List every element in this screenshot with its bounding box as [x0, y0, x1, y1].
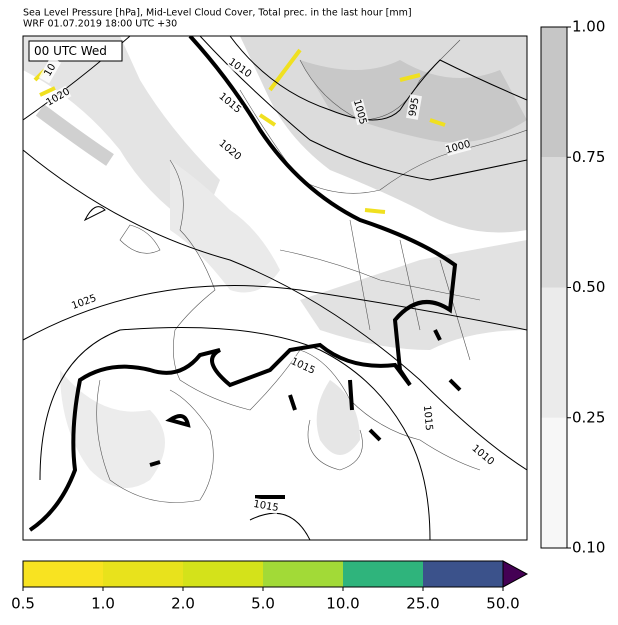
colorbar-segment [263, 561, 343, 587]
contour-label-bg [253, 498, 279, 514]
colorbar-tick-label: 5.0 [251, 595, 275, 613]
contour-label-bg [38, 56, 62, 84]
contour-label: 995 [407, 97, 421, 118]
contour-label: 1015 [421, 405, 434, 431]
contour-label-bg [469, 442, 497, 468]
time-label: 00 UTC Wed [34, 44, 107, 58]
colorbar-segment [541, 157, 567, 288]
contour-label-bg [226, 56, 254, 80]
contour-label-bg [44, 85, 72, 109]
contour-label-bg [216, 137, 244, 163]
title-line: Sea Level Pressure [hPa], Mid-Level Clou… [23, 8, 412, 19]
map-frame [22, 35, 528, 541]
colorbar-tick-label: 25.0 [406, 595, 439, 613]
contour-label-bg [351, 98, 369, 126]
contour-label-bg [216, 90, 244, 116]
colorbar-extend [502, 560, 529, 588]
colorbar-tick-label: 1.00 [572, 18, 605, 36]
colorbar-segment [183, 561, 263, 587]
contour-label-bg [70, 292, 98, 312]
contour-label-bg [420, 405, 436, 431]
colorbar-tick-label: 2.0 [171, 595, 195, 613]
precipitation-colorbar: 0.5 1.0 2.0 5.0 10.0 25.0 50.0 [11, 560, 529, 613]
contour-label-bg [406, 94, 422, 120]
colorbar-segment [541, 287, 567, 418]
colorbar-tick-label: 1.0 [91, 595, 115, 613]
colorbar-tick-label: 0.5 [11, 595, 35, 613]
cloud-cover-colorbar: 0.10 0.25 0.50 0.75 1.00 [540, 18, 605, 557]
colorbar-tick-label: 0.50 [572, 278, 605, 296]
title-line: WRF 01.07.2019 18:00 UTC +30 [23, 19, 177, 30]
colorbar-tick-label: 10.0 [326, 595, 359, 613]
colorbar-segment [541, 417, 567, 548]
colorbar-segment [423, 561, 503, 587]
contour-label: 1015 [252, 499, 279, 514]
colorbar-tick-label: 50.0 [486, 595, 519, 613]
colorbar-segment [103, 561, 183, 587]
colorbar-tick-label: 0.10 [572, 539, 605, 557]
colorbar-segment [343, 561, 423, 587]
colorbar-segment [541, 27, 567, 158]
colorbar-tick-label: 0.25 [572, 408, 605, 426]
colorbar-segment [23, 561, 103, 587]
colorbar-tick-label: 0.75 [572, 148, 605, 166]
time-label-box [28, 40, 123, 62]
contour-label-bg [289, 355, 317, 377]
